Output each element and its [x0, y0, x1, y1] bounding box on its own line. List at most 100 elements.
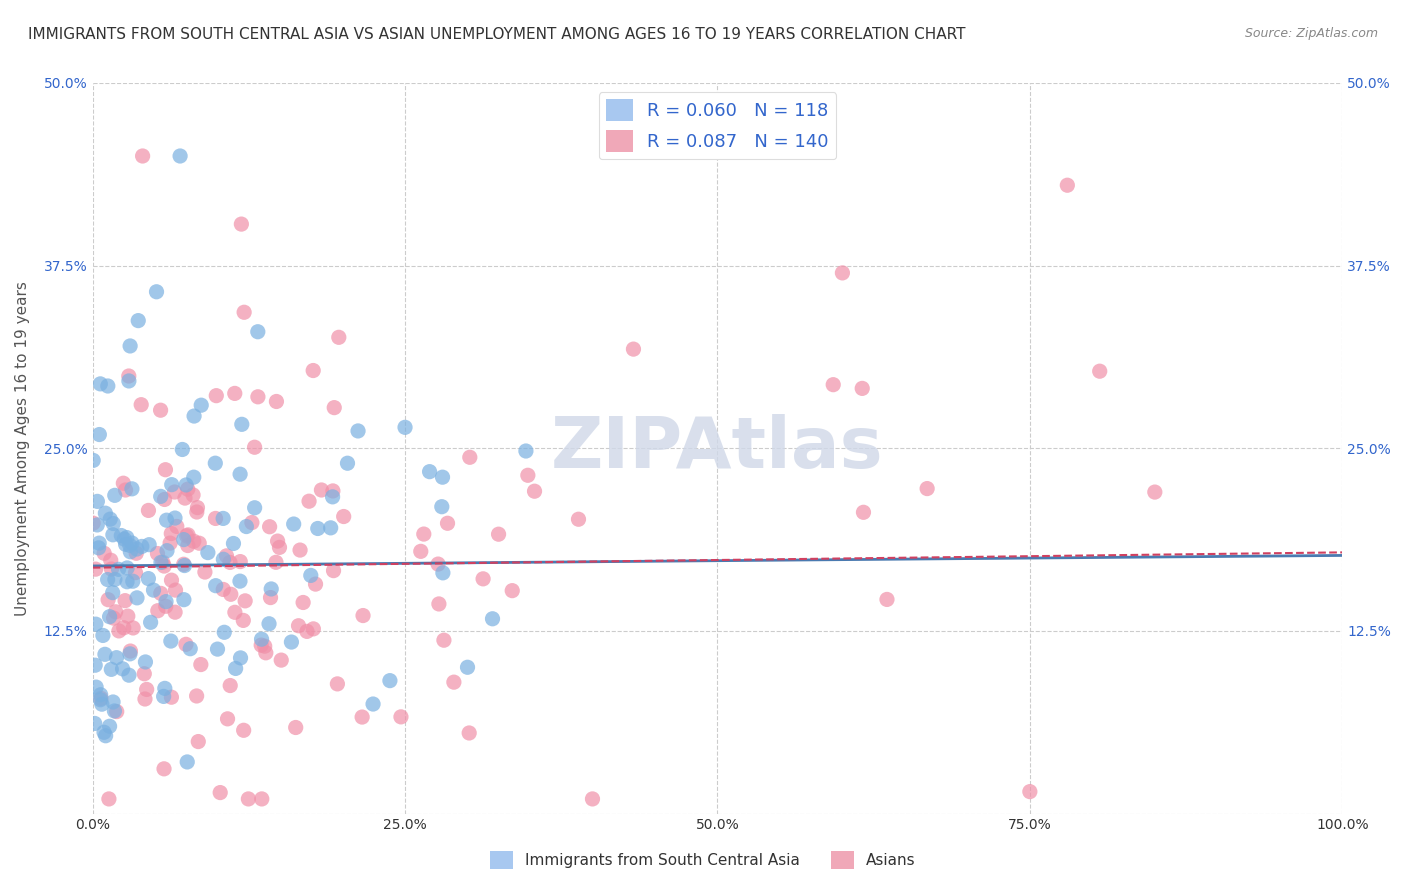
Immigrants from South Central Asia	[145, 285, 167, 299]
Immigrants from South Central Asia	[89, 427, 111, 442]
Immigrants from South Central Asia	[93, 725, 115, 739]
Immigrants from South Central Asia	[225, 661, 247, 675]
Asians	[187, 734, 209, 748]
Asians	[181, 488, 204, 502]
Immigrants from South Central Asia	[111, 662, 134, 676]
Immigrants from South Central Asia	[153, 681, 176, 696]
Asians	[243, 440, 266, 454]
Asians	[165, 583, 187, 598]
Asians	[163, 485, 186, 500]
Asians	[160, 526, 183, 541]
Immigrants from South Central Asia	[229, 467, 252, 482]
Immigrants from South Central Asia	[125, 591, 148, 605]
Asians	[259, 520, 281, 534]
Asians	[100, 553, 122, 567]
Asians	[623, 342, 645, 356]
Asians	[259, 591, 281, 605]
Asians	[409, 544, 432, 558]
Asians	[149, 403, 172, 417]
Immigrants from South Central Asia	[110, 528, 132, 542]
Immigrants from South Central Asia	[347, 424, 370, 438]
Immigrants from South Central Asia	[160, 634, 183, 648]
Immigrants from South Central Asia	[121, 536, 143, 550]
Asians	[135, 682, 157, 697]
Immigrants from South Central Asia	[190, 398, 212, 412]
Asians	[108, 624, 131, 638]
Asians	[93, 546, 115, 560]
Asians	[114, 593, 136, 607]
Immigrants from South Central Asia	[163, 511, 186, 525]
Immigrants from South Central Asia	[94, 506, 117, 520]
Immigrants from South Central Asia	[283, 516, 305, 531]
Immigrants from South Central Asia	[115, 531, 138, 545]
Asians	[146, 547, 169, 561]
Asians	[332, 509, 354, 524]
Asians	[831, 266, 853, 280]
Immigrants from South Central Asia	[419, 465, 441, 479]
Asians	[298, 494, 321, 508]
Immigrants from South Central Asia	[98, 609, 121, 624]
Asians	[205, 389, 228, 403]
Immigrants from South Central Asia	[138, 538, 160, 552]
Immigrants from South Central Asia	[174, 478, 197, 492]
Immigrants from South Central Asia	[87, 541, 110, 555]
Immigrants from South Central Asia	[204, 579, 226, 593]
Immigrants from South Central Asia	[127, 313, 149, 327]
Asians	[100, 562, 122, 576]
Immigrants from South Central Asia	[103, 704, 125, 718]
Asians	[443, 675, 465, 690]
Asians	[253, 639, 276, 653]
Asians	[84, 562, 107, 576]
Asians	[304, 577, 326, 591]
Immigrants from South Central Asia	[97, 379, 120, 393]
Asians	[233, 594, 256, 608]
Immigrants from South Central Asia	[207, 642, 229, 657]
Immigrants from South Central Asia	[214, 625, 236, 640]
Immigrants from South Central Asia	[112, 532, 135, 546]
Immigrants from South Central Asia	[243, 500, 266, 515]
Asians	[114, 483, 136, 497]
Asians	[224, 605, 246, 619]
Asians	[149, 586, 172, 600]
Immigrants from South Central Asia	[107, 562, 129, 576]
Immigrants from South Central Asia	[125, 541, 148, 556]
Immigrants from South Central Asia	[121, 574, 143, 589]
Immigrants from South Central Asia	[149, 555, 172, 569]
Asians	[134, 666, 156, 681]
Immigrants from South Central Asia	[139, 615, 162, 630]
Asians	[427, 597, 450, 611]
Immigrants from South Central Asia	[156, 543, 179, 558]
Asians	[231, 217, 253, 231]
Immigrants from South Central Asia	[183, 409, 205, 423]
Asians	[186, 505, 208, 519]
Asians	[851, 381, 873, 395]
Immigrants from South Central Asia	[120, 545, 142, 559]
Asians	[117, 609, 139, 624]
Asians	[269, 541, 291, 555]
Asians	[488, 527, 510, 541]
Asians	[322, 483, 344, 498]
Immigrants from South Central Asia	[212, 511, 235, 525]
Asians	[472, 572, 495, 586]
Immigrants from South Central Asia	[101, 528, 124, 542]
Asians	[229, 555, 252, 569]
Immigrants from South Central Asia	[222, 536, 245, 550]
Immigrants from South Central Asia	[432, 470, 454, 484]
Asians	[104, 605, 127, 619]
Immigrants from South Central Asia	[118, 538, 141, 552]
Asians	[160, 690, 183, 705]
Immigrants from South Central Asia	[90, 688, 112, 702]
Asians	[389, 710, 412, 724]
Immigrants from South Central Asia	[101, 585, 124, 599]
Asians	[217, 712, 239, 726]
Asians	[458, 726, 481, 740]
Immigrants from South Central Asia	[160, 477, 183, 491]
Asians	[501, 583, 523, 598]
Asians	[153, 492, 176, 507]
Immigrants from South Central Asia	[98, 719, 121, 733]
Immigrants from South Central Asia	[260, 582, 283, 596]
Asians	[219, 556, 242, 570]
Immigrants from South Central Asia	[118, 647, 141, 661]
Asians	[219, 679, 242, 693]
Text: ZIPAtlas: ZIPAtlas	[551, 414, 884, 483]
